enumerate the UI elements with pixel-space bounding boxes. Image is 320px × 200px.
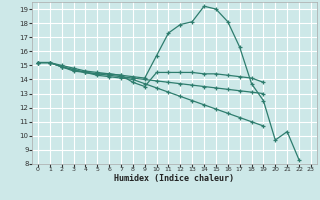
X-axis label: Humidex (Indice chaleur): Humidex (Indice chaleur) <box>115 174 234 183</box>
